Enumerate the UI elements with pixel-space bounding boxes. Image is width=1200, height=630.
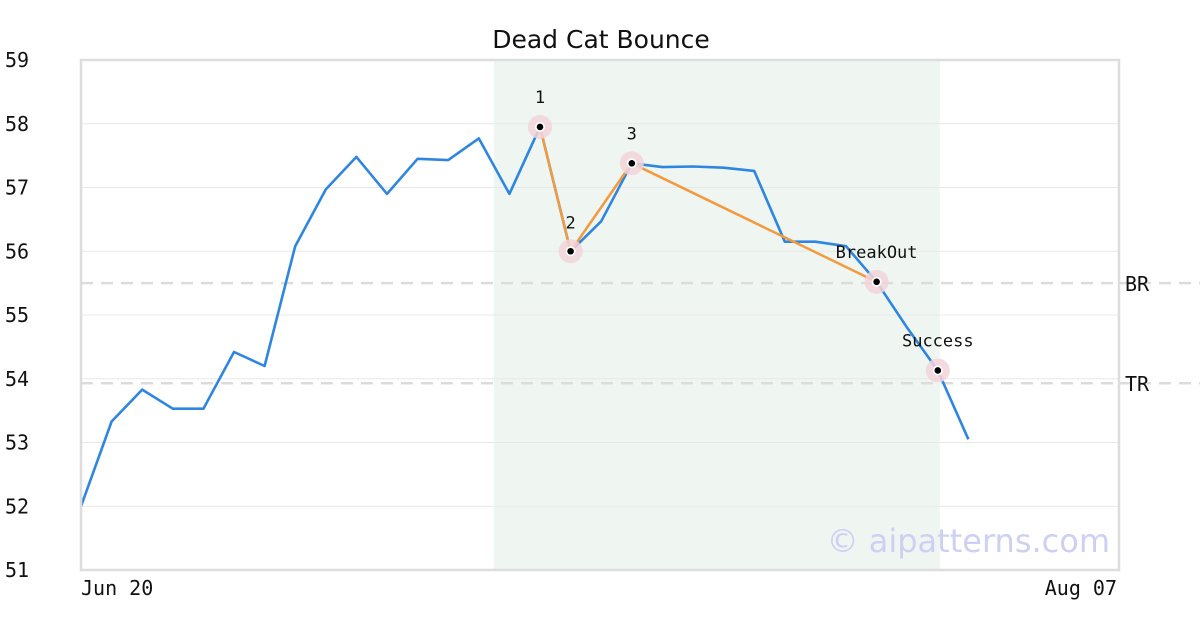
pattern-point-label: Success [902,331,974,351]
pattern-point-dot [873,278,880,286]
price-line [79,125,970,507]
pattern-point-dot [567,247,574,255]
watermark: © aipatterns.com [827,522,1110,560]
pattern-point-dot [536,123,544,131]
y-tick-label: 52 [5,494,29,518]
y-tick-label: 55 [5,303,29,327]
y-tick-label: 53 [5,431,29,455]
y-tick-label: 59 [5,48,29,72]
pattern-line [538,126,572,252]
pattern-point-dot [628,159,636,167]
y-tick-label: 56 [5,239,29,263]
x-tick-label: Aug 07 [1045,576,1117,600]
x-tick-label: Jun 20 [81,576,153,600]
pattern-point-dot [934,367,942,374]
pattern-line [569,162,633,252]
level-label: TR [1125,372,1150,396]
y-tick-label: 51 [5,558,29,582]
pattern-line [631,162,878,283]
pattern-point-label: 3 [627,124,637,144]
y-tick-label: 57 [5,176,29,200]
plot-frame [79,58,1121,572]
pattern-point-label: 1 [535,88,545,108]
pattern-point-label: 2 [565,213,575,233]
pattern-point-label: BreakOut [836,243,918,263]
y-tick-label: 58 [5,112,29,136]
y-tick-label: 54 [5,367,29,391]
level-label: BR [1125,272,1150,296]
chart-title: Dead Cat Bounce [492,25,710,54]
